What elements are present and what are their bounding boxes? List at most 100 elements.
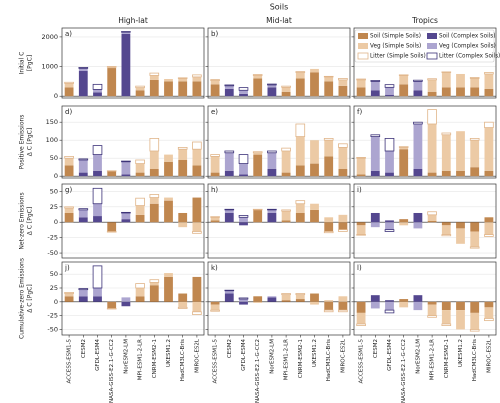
- y-tick-label: -25: [47, 312, 58, 320]
- bar-segment: [484, 88, 494, 97]
- bar-segment: [267, 297, 277, 302]
- bar-segment: [370, 222, 380, 228]
- y-tick-label: 50: [50, 154, 58, 162]
- bar-segment: [107, 222, 117, 232]
- bar-segment: [295, 71, 306, 73]
- bar-segment: [121, 174, 131, 177]
- bar-segment: [64, 206, 74, 209]
- x-tick-label: NorESM2-LM: [415, 339, 421, 374]
- bar-segment: [338, 147, 348, 169]
- bar-segment: [356, 312, 366, 324]
- bar-segment: [135, 163, 145, 173]
- y-tick-label: 0: [54, 298, 58, 306]
- bar-segment: [338, 309, 348, 313]
- bar-segment: [310, 163, 319, 177]
- bar-segment: [267, 212, 277, 223]
- bar-segment: [456, 222, 465, 229]
- bar-segment: [413, 169, 423, 177]
- panel-border: [61, 261, 205, 336]
- y-axis-label: Net-zero Emissions: [19, 192, 26, 249]
- bar-segment: [192, 74, 202, 78]
- bar-segment: [106, 66, 117, 68]
- bar-segment: [210, 172, 220, 177]
- bar-segment: [427, 172, 437, 177]
- bar-segment: [239, 174, 248, 177]
- bar-segment: [323, 75, 334, 78]
- x-tick-label: ACCESS-ESM1-5: [359, 339, 365, 384]
- bar-segment: [239, 217, 248, 223]
- bar-segment: [192, 231, 202, 234]
- bar-segment: [238, 297, 249, 300]
- bar-segment: [121, 219, 131, 223]
- bar-segment: [210, 79, 220, 81]
- bar-segment: [64, 208, 74, 213]
- x-tick-label: NASA-GISS-E2.1-G-CC2: [401, 339, 407, 403]
- panel-border: [207, 27, 351, 99]
- bar-segment: [356, 78, 366, 81]
- legend-label: Veg (Simple Soils): [370, 44, 421, 50]
- bar-segment: [384, 229, 395, 232]
- bar-segment: [164, 154, 173, 162]
- bar-segment: [484, 121, 494, 128]
- bar-segment: [149, 279, 160, 283]
- bar-segment: [135, 283, 145, 289]
- bar-segment: [427, 221, 437, 223]
- x-tick-label: MIROC-ES2L: [486, 338, 492, 373]
- x-tick-label: CNRM-ESM2-1: [444, 339, 450, 378]
- bar-segment: [456, 170, 465, 177]
- bar-segment: [239, 90, 248, 94]
- column-title: High-lat: [118, 16, 148, 25]
- bar-segment: [93, 287, 102, 297]
- x-tick-label: CNRM-ESM2-1: [152, 339, 158, 378]
- bar-segment: [149, 194, 160, 198]
- bar-segment: [399, 301, 409, 308]
- bar-segment: [224, 290, 234, 294]
- bar-segment: [267, 84, 277, 88]
- y-axis-label: Δ C [PgC]: [27, 128, 34, 156]
- bar-segment: [107, 67, 117, 69]
- legend-swatch: [426, 52, 438, 60]
- bar-segment: [441, 222, 451, 226]
- x-tick-label: UKESM1.2: [458, 339, 464, 367]
- bar-segment: [398, 74, 409, 76]
- bar-segment: [253, 296, 263, 302]
- bar-segment: [121, 161, 131, 175]
- y-axis-label: Positive Emissions: [19, 115, 26, 170]
- panel-label: l): [357, 264, 362, 272]
- bar-segment: [267, 169, 277, 177]
- bar-segment: [310, 68, 319, 73]
- bar-segment: [135, 197, 145, 206]
- bar-segment: [93, 216, 102, 223]
- bar-segment: [310, 209, 319, 223]
- bar-segment: [470, 167, 480, 177]
- bar-segment: [224, 170, 234, 177]
- bar-segment: [149, 203, 159, 223]
- y-axis-label: Initial C: [19, 52, 26, 75]
- bar-segment: [64, 158, 74, 166]
- bar-segment: [178, 78, 188, 82]
- column-title: Mid-lat: [266, 16, 292, 25]
- bar-segment: [78, 296, 88, 302]
- bar-segment: [192, 165, 202, 177]
- bar-segment: [164, 197, 173, 201]
- bar-segment: [238, 215, 249, 218]
- bar-segment: [470, 78, 480, 88]
- bar-segment: [224, 88, 234, 97]
- bar-segment: [413, 212, 423, 223]
- bar-segment: [295, 136, 305, 166]
- panel-border: [61, 183, 205, 259]
- bar-segment: [338, 169, 348, 177]
- bar-segment: [338, 79, 348, 86]
- bar-segment: [310, 293, 319, 302]
- bar-segment: [384, 84, 395, 88]
- bar-segment: [441, 301, 451, 311]
- bar-segment: [324, 222, 334, 232]
- legend-swatch: [357, 52, 369, 60]
- bar-segment: [295, 123, 306, 137]
- bar-segment: [413, 295, 423, 302]
- bar-segment: [121, 160, 131, 163]
- bar-segment: [470, 87, 480, 97]
- y-axis-label: Cumulative-zero Emissions: [19, 258, 26, 339]
- legend-swatch: [427, 33, 437, 39]
- bar-segment: [441, 225, 451, 235]
